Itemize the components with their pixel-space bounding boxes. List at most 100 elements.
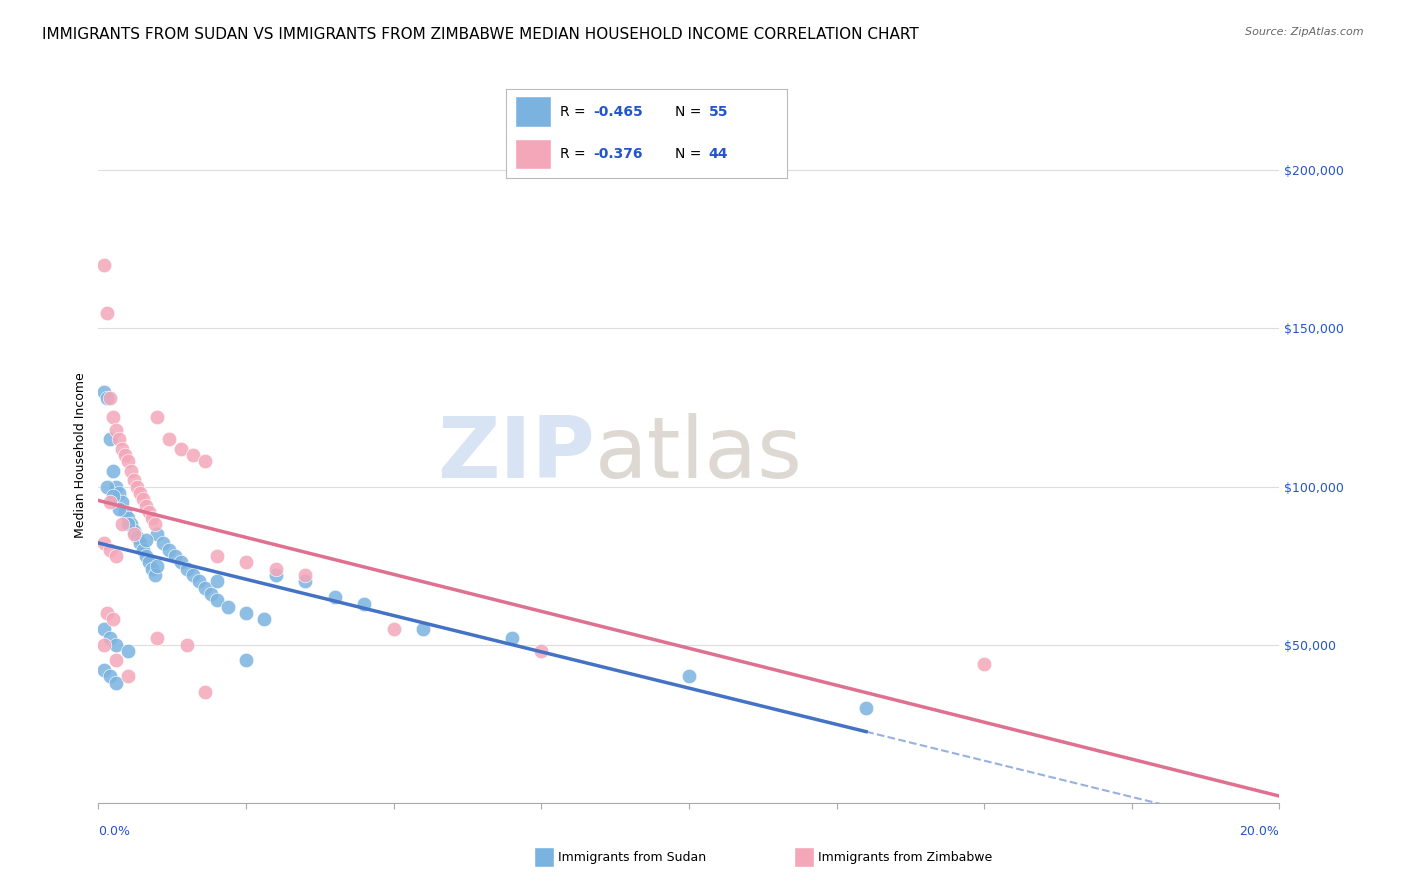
Point: [103, 489, 125, 503]
Point: [132, 542, 155, 557]
Point: [146, 409, 169, 424]
Point: [181, 448, 204, 462]
Point: [128, 486, 150, 500]
Point: [135, 533, 157, 548]
Y-axis label: Median Household Income: Median Household Income: [75, 372, 87, 538]
Point: [103, 409, 125, 424]
Point: [108, 486, 131, 500]
Point: [194, 454, 217, 468]
Text: R =: R =: [560, 104, 589, 119]
Text: -0.465: -0.465: [593, 104, 643, 119]
Point: [294, 568, 316, 582]
Point: [501, 632, 523, 646]
Point: [108, 432, 131, 446]
Point: [125, 479, 148, 493]
Point: [93, 663, 115, 677]
Point: [98, 432, 121, 446]
Text: R =: R =: [560, 147, 589, 161]
Point: [98, 669, 121, 683]
Point: [93, 258, 115, 272]
Point: [135, 549, 157, 563]
Point: [93, 536, 115, 550]
Point: [108, 501, 131, 516]
Point: [294, 574, 316, 589]
Point: [187, 574, 209, 589]
Point: [122, 473, 145, 487]
Point: [117, 644, 139, 658]
Point: [98, 391, 121, 405]
Point: [111, 495, 134, 509]
Point: [93, 638, 115, 652]
Point: [235, 653, 257, 667]
Point: [194, 685, 217, 699]
Point: [235, 556, 257, 570]
Text: Immigrants from Sudan: Immigrants from Sudan: [558, 851, 706, 863]
Text: atlas: atlas: [595, 413, 803, 497]
Point: [132, 492, 155, 507]
Point: [235, 606, 257, 620]
Point: [111, 517, 134, 532]
Point: [157, 432, 180, 446]
Point: [146, 558, 169, 573]
Point: [105, 549, 128, 563]
Text: Source: ZipAtlas.com: Source: ZipAtlas.com: [1246, 27, 1364, 37]
Point: [117, 454, 139, 468]
Text: N =: N =: [675, 104, 706, 119]
Point: [205, 549, 228, 563]
Point: [141, 511, 163, 525]
Point: [120, 464, 142, 478]
Point: [264, 568, 287, 582]
Point: [117, 511, 139, 525]
Point: [170, 556, 193, 570]
Point: [105, 423, 128, 437]
Point: [141, 562, 163, 576]
Point: [217, 599, 239, 614]
Point: [103, 612, 125, 626]
Text: 0.0%: 0.0%: [98, 825, 131, 838]
Point: [114, 505, 136, 519]
Point: [98, 542, 121, 557]
Text: 20.0%: 20.0%: [1240, 825, 1279, 838]
Point: [253, 612, 276, 626]
Point: [181, 568, 204, 582]
Point: [200, 587, 222, 601]
Point: [143, 517, 166, 532]
Point: [105, 653, 128, 667]
Point: [412, 622, 434, 636]
Point: [122, 527, 145, 541]
Point: [165, 549, 187, 563]
Point: [678, 669, 700, 683]
Point: [157, 542, 180, 557]
Point: [146, 527, 169, 541]
Point: [96, 305, 118, 319]
Point: [93, 622, 115, 636]
Point: [323, 591, 346, 605]
Bar: [515, 139, 551, 169]
Point: [143, 568, 166, 582]
Point: [105, 638, 128, 652]
Point: [138, 556, 160, 570]
Text: IMMIGRANTS FROM SUDAN VS IMMIGRANTS FROM ZIMBABWE MEDIAN HOUSEHOLD INCOME CORREL: IMMIGRANTS FROM SUDAN VS IMMIGRANTS FROM…: [42, 27, 920, 42]
Point: [205, 574, 228, 589]
Point: [105, 675, 128, 690]
Point: [105, 479, 128, 493]
Point: [117, 669, 139, 683]
Point: [98, 495, 121, 509]
Point: [382, 622, 405, 636]
Point: [122, 524, 145, 538]
Point: [120, 517, 142, 532]
Point: [138, 505, 160, 519]
Point: [176, 638, 198, 652]
Point: [194, 581, 217, 595]
Text: ZIP: ZIP: [437, 413, 595, 497]
Point: [96, 606, 118, 620]
Point: [114, 448, 136, 462]
Point: [530, 644, 553, 658]
Point: [855, 701, 877, 715]
Text: Immigrants from Zimbabwe: Immigrants from Zimbabwe: [818, 851, 993, 863]
Point: [146, 632, 169, 646]
Point: [111, 442, 134, 456]
Point: [152, 536, 174, 550]
Point: [125, 530, 148, 544]
Bar: [515, 96, 551, 127]
